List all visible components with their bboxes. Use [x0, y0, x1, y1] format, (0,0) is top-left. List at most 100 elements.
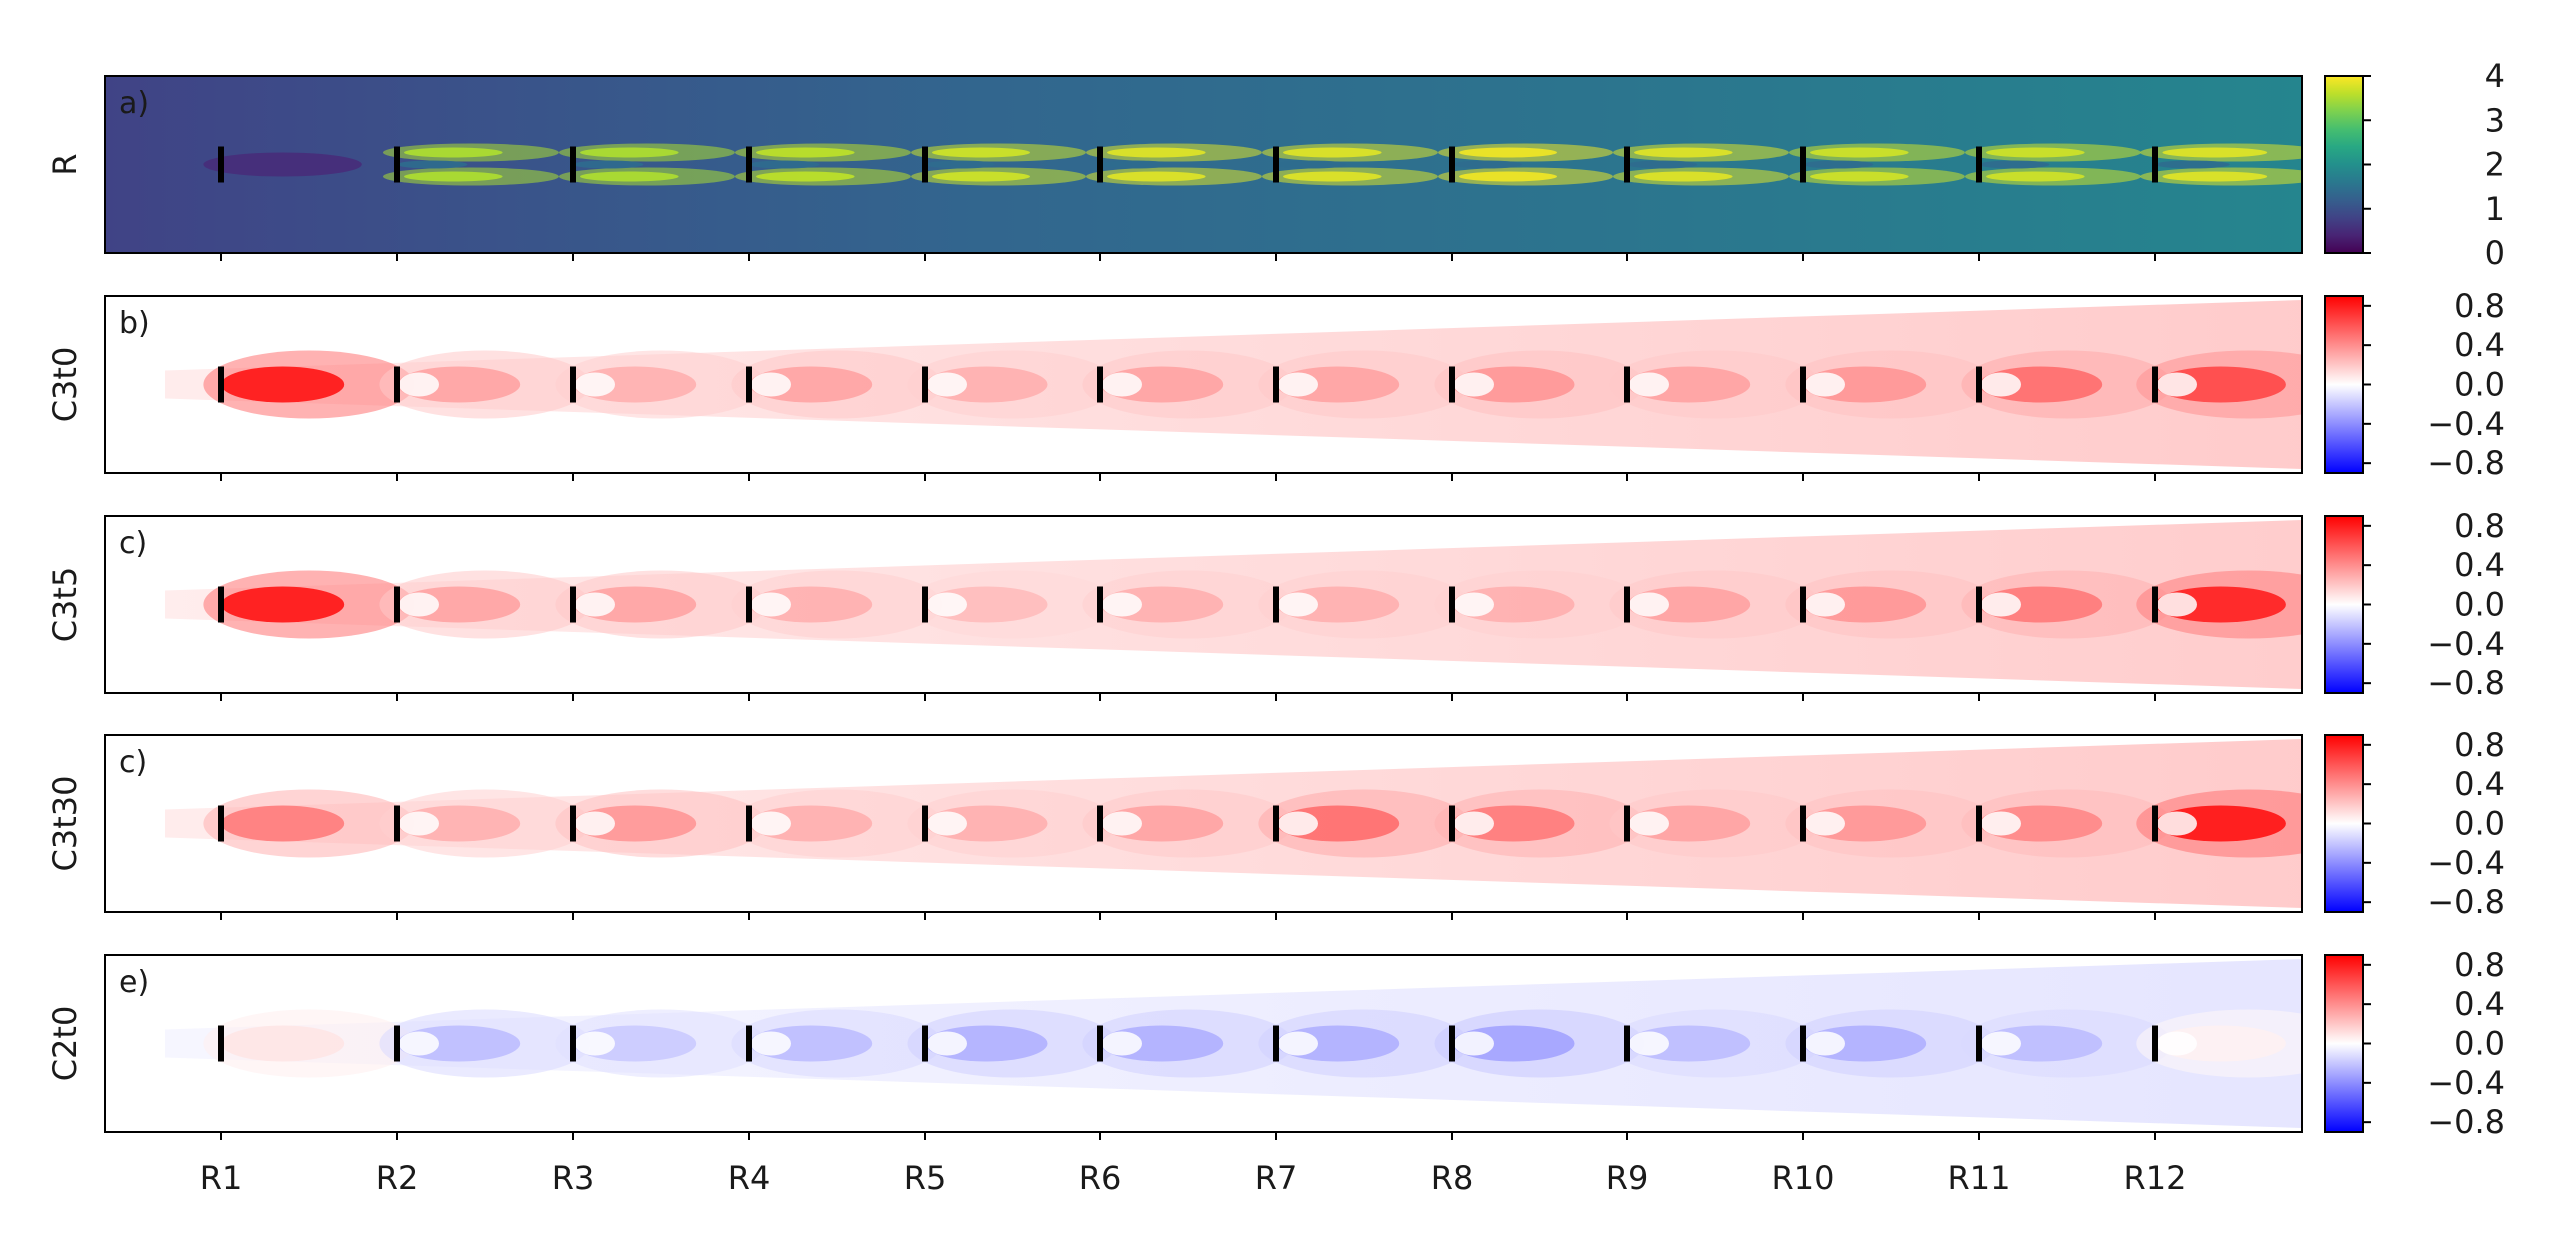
colorbar-tick-label: −0.4: [2427, 1064, 2505, 1102]
rotor-marker-R6: [1097, 366, 1103, 403]
wake-gap: [1102, 811, 1142, 836]
rotor-marker-R11: [1976, 366, 1982, 403]
wake-deficit: [925, 160, 995, 169]
colorbar-tick-label: 0.0: [2454, 366, 2505, 404]
rotor-marker-R10: [1800, 805, 1806, 842]
x-axis: R1 R2 R3 R4 R5 R6 R7 R8 R9 R10 R11 R12: [200, 1159, 2187, 1197]
rotor-marker-R4: [746, 1025, 752, 1062]
y-axis-label: C3t0: [46, 347, 84, 423]
rotor-marker-R2: [394, 805, 400, 842]
colorbar-gradient: [2324, 954, 2364, 1133]
rotor-marker-R8: [1449, 366, 1455, 403]
heatmap-background: [105, 76, 2302, 253]
wake-core: [221, 805, 345, 842]
wake-gap: [1805, 811, 1845, 836]
panel-label: e): [119, 965, 149, 1000]
wake-gap: [1102, 592, 1142, 617]
panel-label: c): [119, 526, 147, 561]
wake-gap: [399, 811, 439, 836]
wake-deficit: [1100, 160, 1171, 169]
rotor-marker-R7: [1273, 1025, 1279, 1062]
x-tick-label: R12: [2124, 1159, 2187, 1197]
y-axis-label: C3t30: [46, 776, 84, 872]
rotor-marker-R6: [1097, 586, 1103, 623]
wake-gap: [1805, 592, 1845, 617]
wake-core: [404, 171, 503, 182]
colorbar-tick-label: −0.8: [2427, 444, 2505, 482]
wake-gap: [399, 1031, 439, 1056]
rotor-marker-R1: [218, 146, 224, 183]
wake-deficit: [573, 160, 644, 169]
wake-deficit: [1276, 160, 1347, 169]
axes-frame: [104, 75, 2303, 254]
rotor-marker-R3: [570, 366, 576, 403]
wake-gap: [1278, 1031, 1318, 1056]
wake-gap: [1981, 1031, 2021, 1056]
colorbar-tick-label: −0.4: [2427, 625, 2505, 663]
colorbar-gradient: [2324, 295, 2364, 474]
heatmap-field: [105, 76, 2302, 253]
axes-frame: [104, 295, 2303, 474]
rotor-marker-R6: [1097, 1025, 1103, 1062]
wake-core: [1283, 171, 1382, 182]
colorbar-tick-label: 1: [2485, 190, 2505, 228]
wake-core: [932, 171, 1030, 182]
axes-frame: [104, 734, 2303, 913]
rotor-marker-R11: [1976, 586, 1982, 623]
wake-gap: [1805, 1031, 1845, 1056]
wake-core: [580, 147, 679, 158]
rotor-marker-R12: [2152, 366, 2158, 403]
colorbar-tick-label: 0.8: [2454, 507, 2505, 545]
rotor-marker-R12: [2152, 1025, 2158, 1062]
x-tick-label: R6: [1079, 1159, 1122, 1197]
colorbar-tick-label: 0.4: [2454, 985, 2505, 1023]
rotor-marker-R12: [2152, 586, 2158, 623]
colorbar-tick-label: 2: [2485, 146, 2505, 184]
rotor-marker-R10: [1800, 366, 1806, 403]
wake-core: [1107, 171, 1206, 182]
heatmap-field: [105, 735, 2302, 912]
colorbar: 0.80.40.0−0.4−0.8: [2324, 507, 2505, 702]
rotor-marker-R6: [1097, 146, 1103, 183]
wake-gap: [399, 372, 439, 397]
wake-core: [1459, 171, 1557, 182]
panel-1: a) R 0 1 2 3 4: [46, 57, 2505, 272]
wake-gap: [1629, 592, 1669, 617]
wake-gap: [927, 372, 967, 397]
rotor-marker-R8: [1449, 146, 1455, 183]
x-tick-label: R3: [552, 1159, 595, 1197]
y-axis-label: R: [46, 153, 84, 175]
wake-gap: [1805, 372, 1845, 397]
rotor-marker-R2: [394, 146, 400, 183]
wake-core: [1634, 171, 1733, 182]
wake-deficit: [1979, 160, 2050, 169]
rotor-marker-R3: [570, 805, 576, 842]
wake-core: [932, 147, 1030, 158]
colorbar: 0.80.40.0−0.4−0.8: [2324, 726, 2505, 921]
wake-deficit: [1803, 160, 1874, 169]
y-axis-label: C2t0: [46, 1006, 84, 1082]
colorbar-tick-label: 0.4: [2454, 326, 2505, 364]
rotor-marker-R5: [922, 1025, 928, 1062]
wake-gap: [575, 1031, 615, 1056]
rotor-marker-R1: [218, 1025, 224, 1062]
colorbar-tick-label: 0.8: [2454, 287, 2505, 325]
colorbar-tick-label: −0.8: [2427, 664, 2505, 702]
rotor-marker-R3: [570, 1025, 576, 1062]
colorbar: 0 1 2 3 4: [2324, 57, 2505, 272]
wake-gap: [399, 592, 439, 617]
rotor-marker-R4: [746, 366, 752, 403]
colorbar-tick-label: 0.0: [2454, 1025, 2505, 1063]
panel-3: c) C3t5 0.80.40.0−0.4−0.8: [46, 507, 2505, 702]
rotor-marker-R7: [1273, 586, 1279, 623]
panel-5: e) C2t0 0.80.40.0−0.4−0.8: [46, 946, 2505, 1141]
wake-deficit: [749, 160, 820, 169]
wake-gap: [2157, 1031, 2197, 1056]
rotor-marker-R9: [1624, 146, 1630, 183]
wake-deficit: [397, 160, 468, 169]
wake-gap: [2157, 811, 2197, 836]
colorbar-tick-label: 0.4: [2454, 765, 2505, 803]
rotor-marker-R2: [394, 1025, 400, 1062]
x-tick-label: R5: [904, 1159, 947, 1197]
wake-gap: [1629, 372, 1669, 397]
